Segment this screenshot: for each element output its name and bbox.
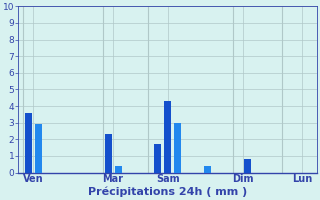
Bar <box>35 124 42 173</box>
Bar <box>244 159 251 173</box>
Bar <box>174 123 181 173</box>
Bar <box>154 144 161 173</box>
Bar <box>164 101 171 173</box>
Bar <box>105 134 112 173</box>
Bar <box>204 166 211 173</box>
X-axis label: Précipitations 24h ( mm ): Précipitations 24h ( mm ) <box>88 187 247 197</box>
Bar <box>115 166 122 173</box>
Bar <box>25 113 32 173</box>
